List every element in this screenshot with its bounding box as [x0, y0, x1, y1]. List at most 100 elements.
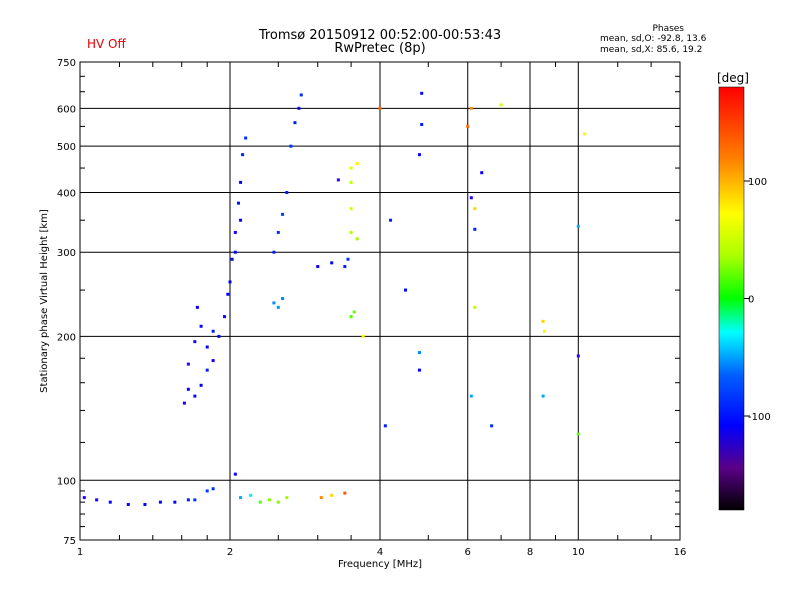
- data-point: [276, 305, 280, 309]
- x-tick-label: 4: [377, 547, 383, 558]
- data-point: [473, 305, 477, 309]
- data-point: [239, 496, 243, 500]
- data-point: [233, 250, 237, 254]
- data-point: [349, 315, 353, 319]
- data-point: [383, 424, 387, 428]
- data-point: [576, 224, 580, 228]
- data-point: [239, 218, 243, 222]
- data-point: [158, 500, 162, 504]
- phase-stats-x: mean, sd,X: 85.6, 19.2: [600, 45, 703, 55]
- data-point: [361, 334, 365, 338]
- data-point: [297, 106, 301, 110]
- data-point: [289, 144, 293, 148]
- colorbar-tick-label: 0: [748, 295, 754, 306]
- data-point: [417, 368, 421, 372]
- data-point: [211, 487, 215, 491]
- data-point: [417, 351, 421, 355]
- data-point: [272, 301, 276, 305]
- data-point: [233, 230, 237, 234]
- data-point: [355, 237, 359, 241]
- y-tick-label: 200: [57, 332, 76, 343]
- data-point: [469, 394, 473, 398]
- data-point: [417, 153, 421, 157]
- data-point: [205, 345, 209, 349]
- data-point: [228, 280, 232, 284]
- data-point: [583, 132, 587, 136]
- data-point: [293, 121, 297, 125]
- y-tick-label: 300: [57, 248, 76, 259]
- data-point: [195, 305, 199, 309]
- data-point: [95, 498, 99, 502]
- y-tick-label: 600: [57, 104, 76, 115]
- x-tick-label: 6: [465, 547, 471, 558]
- data-point: [343, 491, 347, 495]
- data-point: [349, 207, 353, 211]
- data-point: [420, 123, 424, 127]
- y-tick-label: 75: [63, 536, 76, 547]
- data-point: [330, 261, 334, 265]
- data-point: [193, 394, 197, 398]
- data-point: [389, 218, 393, 222]
- grid-lines: [80, 62, 680, 540]
- data-point: [299, 93, 303, 97]
- data-point: [355, 161, 359, 165]
- data-point: [186, 387, 190, 391]
- data-point: [205, 489, 209, 493]
- data-point: [349, 180, 353, 184]
- x-tick-label: 10: [572, 547, 585, 558]
- data-point: [346, 257, 350, 261]
- phase-colorbar: [718, 86, 745, 511]
- y-tick-label: 100: [57, 476, 76, 487]
- data-point: [420, 91, 424, 95]
- data-point: [143, 502, 147, 506]
- data-point: [352, 310, 356, 314]
- data-point: [349, 166, 353, 170]
- data-point: [349, 230, 353, 234]
- phase-stats-title: Phases: [652, 24, 684, 34]
- data-point: [239, 180, 243, 184]
- y-tick-label: 750: [57, 58, 76, 69]
- data-point: [199, 383, 203, 387]
- data-point: [319, 496, 323, 500]
- x-tick-label: 8: [527, 547, 533, 558]
- colorbar-ticks: 100 0 -100: [744, 177, 771, 423]
- data-point: [226, 292, 230, 296]
- data-point: [244, 136, 248, 140]
- data-point: [249, 493, 253, 497]
- data-point: [403, 288, 407, 292]
- data-point: [205, 368, 209, 372]
- data-point: [193, 498, 197, 502]
- data-point: [330, 493, 334, 497]
- x-tick-label: 16: [674, 547, 687, 558]
- hv-status-label: HV Off: [87, 37, 126, 51]
- plot-title-line2: RwPretec (8p): [334, 41, 426, 56]
- data-point: [233, 472, 237, 476]
- data-point: [267, 498, 271, 502]
- data-point: [182, 401, 186, 405]
- data-point: [82, 496, 86, 500]
- data-point: [480, 171, 484, 175]
- y-tick-label: 500: [57, 142, 76, 153]
- data-points: [82, 91, 587, 506]
- data-point: [576, 432, 580, 436]
- data-point: [466, 124, 470, 128]
- data-point: [281, 297, 285, 301]
- data-point: [173, 500, 177, 504]
- data-point: [193, 340, 197, 344]
- data-point: [542, 329, 546, 333]
- x-axis-label: Frequency [MHz]: [338, 559, 422, 570]
- data-point: [541, 319, 545, 323]
- data-point: [285, 190, 289, 194]
- data-point: [230, 257, 234, 261]
- x-tick-label: 2: [227, 547, 233, 558]
- data-point: [469, 196, 473, 200]
- data-point: [285, 496, 289, 500]
- data-point: [217, 334, 221, 338]
- data-point: [211, 359, 215, 363]
- data-point: [258, 500, 262, 504]
- data-point: [378, 106, 382, 110]
- phase-stats-o: mean, sd,O: -92.8, 13.6: [600, 34, 707, 44]
- data-point: [343, 265, 347, 269]
- colorbar-tick-label: -100: [748, 412, 771, 423]
- data-point: [490, 424, 494, 428]
